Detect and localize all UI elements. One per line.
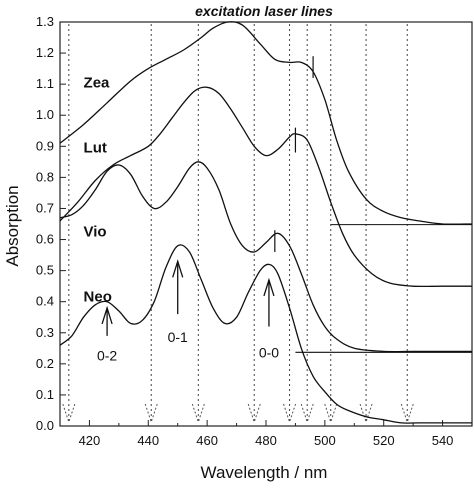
- y-tick-label: 0.1: [36, 387, 54, 402]
- vibronic-annotations: 0-2 0-1 0-0: [97, 259, 279, 364]
- series-label-zea: Zea: [84, 74, 111, 91]
- y-tick-label: 1.2: [36, 45, 54, 60]
- x-axis: 420 440 460 480 500 520 540: [59, 420, 473, 448]
- annotation-label: 0-1: [168, 329, 188, 345]
- y-tick-label: 0.8: [36, 169, 54, 184]
- y-tick-label: 0.0: [36, 418, 54, 433]
- y-tick-label: 1.3: [36, 14, 54, 29]
- series-lines: [59, 21, 473, 424]
- plot-frame: [59, 21, 473, 427]
- y-tick-label: 0.4: [36, 294, 54, 309]
- x-axis-title: Wavelength / nm: [201, 463, 328, 482]
- x-tick-label: 420: [79, 433, 101, 448]
- laser-lines: [62, 24, 414, 424]
- annotation-arrow-head: [172, 259, 184, 278]
- series-label-lut: Lut: [84, 140, 107, 157]
- y-tick-label: 0.9: [36, 138, 54, 153]
- series-line-neo: [59, 244, 473, 424]
- x-tick-label: 540: [432, 433, 454, 448]
- y-axis: 0.0 0.1 0.2 0.3 0.4 0.5 0.6 0.7 0.8 0.9 1.0 1.1 1.2 1…: [36, 14, 66, 433]
- series-line-lut: [59, 86, 473, 288]
- annotation-label: 0-0: [259, 345, 279, 361]
- annotation-arrow-head: [101, 305, 113, 325]
- y-tick-label: 0.7: [36, 200, 54, 215]
- y-tick-label: 0.5: [36, 263, 54, 278]
- y-tick-label: 0.2: [36, 356, 54, 371]
- y-tick-label: 1.0: [36, 107, 54, 122]
- x-tick-label: 500: [314, 433, 336, 448]
- x-tick-label: 520: [373, 433, 395, 448]
- series-label-vio: Vio: [84, 223, 107, 240]
- y-tick-label: 0.6: [36, 232, 54, 247]
- x-tick-label: 460: [196, 433, 218, 448]
- chart-title: excitation laser lines: [195, 3, 333, 19]
- plot-border: [59, 21, 473, 427]
- x-tick-label: 440: [137, 433, 159, 448]
- series-line-zea: [59, 21, 473, 225]
- annotation-arrow-head: [263, 277, 275, 297]
- y-tick-label: 1.1: [36, 76, 54, 91]
- series-line-vio: [59, 161, 473, 353]
- series-label-neo: Neo: [84, 289, 112, 306]
- annotation-label: 0-2: [97, 348, 117, 364]
- y-axis-title: Absorption: [3, 185, 22, 266]
- peak-markers: [274, 56, 314, 252]
- y-tick-label: 0.3: [36, 325, 54, 340]
- series-labels: Zea Lut Vio Neo: [84, 74, 112, 305]
- x-tick-label: 480: [255, 433, 277, 448]
